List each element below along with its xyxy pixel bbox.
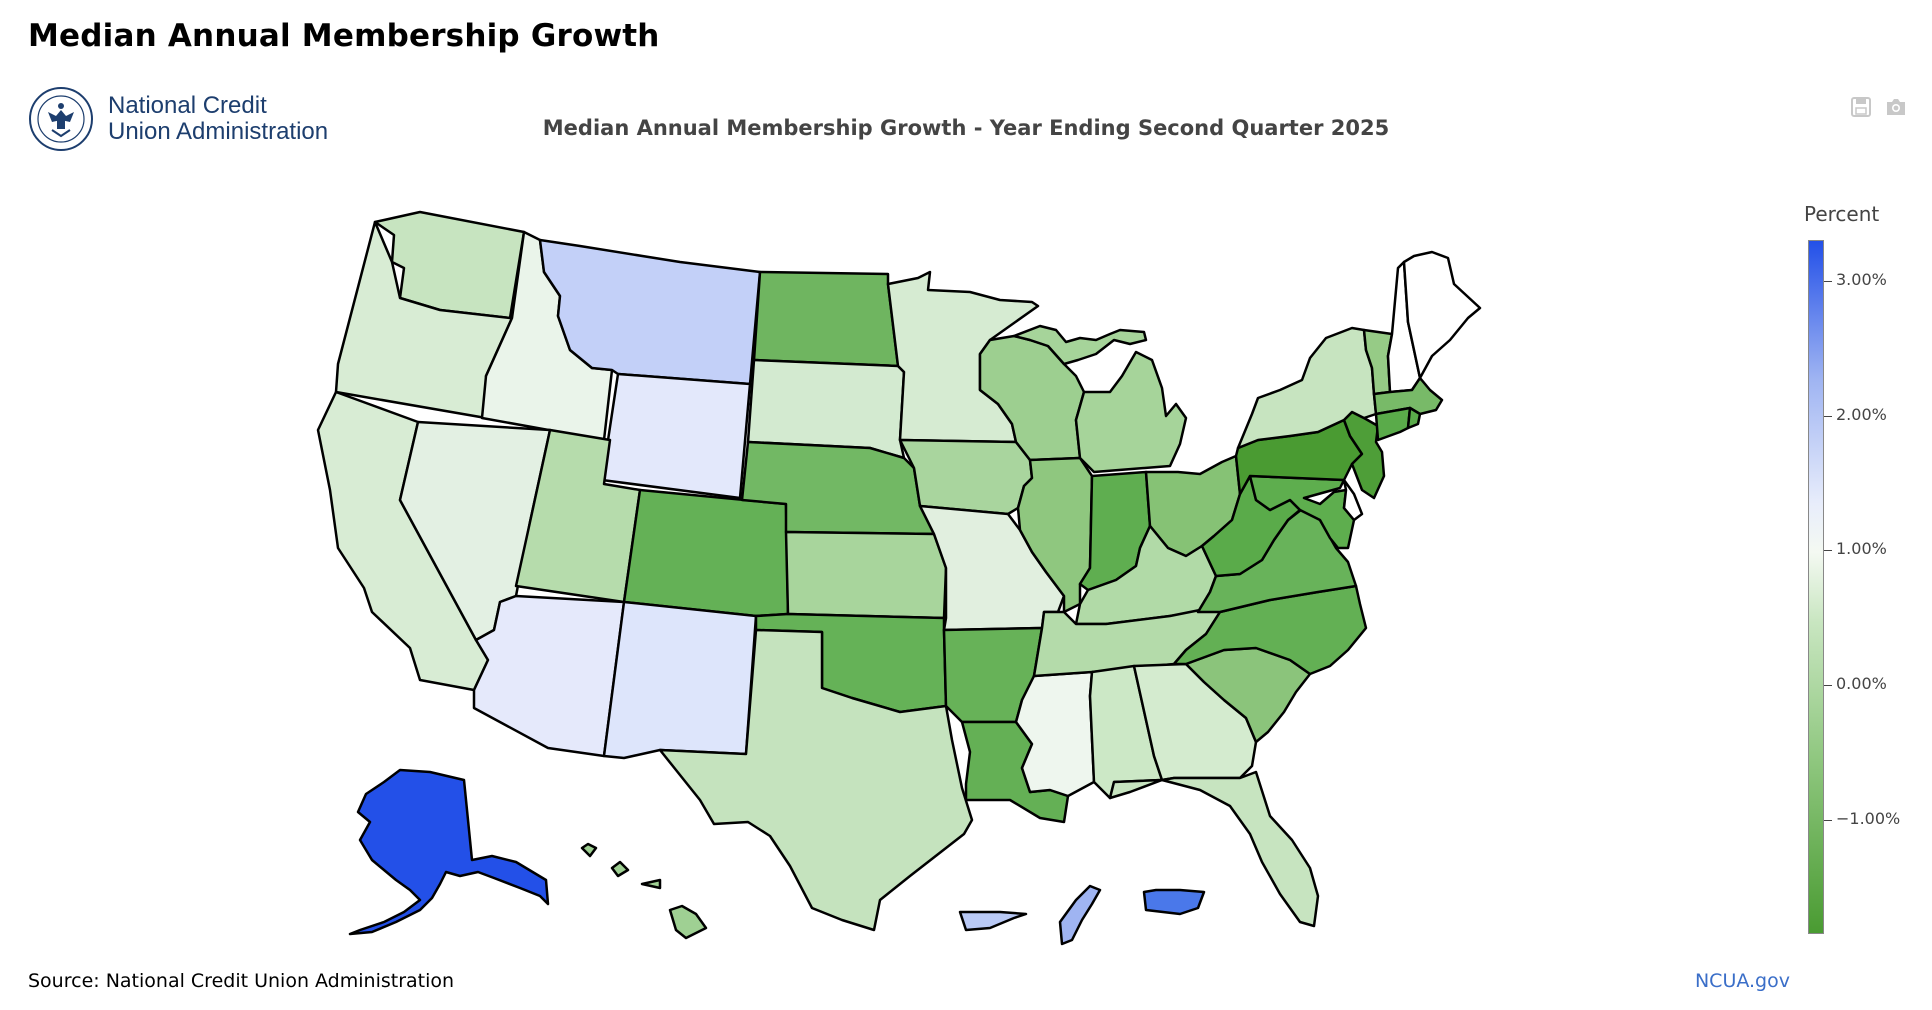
state-ms[interactable] (1014, 670, 1096, 798)
territory-gu[interactable] (1058, 884, 1102, 946)
save-icon[interactable] (1850, 96, 1872, 122)
colorbar-tick (1824, 281, 1832, 282)
state-az[interactable] (472, 594, 626, 758)
colorbar-label: 2.00% (1836, 405, 1887, 424)
state-me[interactable] (1402, 250, 1482, 380)
colorbar-label: 1.00% (1836, 539, 1887, 558)
territory-vi[interactable] (958, 910, 1028, 932)
ncua-logo[interactable]: National Credit Union Administration (28, 86, 328, 152)
logo-line-1: National Credit (108, 92, 267, 119)
colorbar-label: 3.00% (1836, 270, 1887, 289)
state-hi[interactable] (580, 842, 708, 940)
state-md[interactable] (1248, 474, 1356, 550)
colorbar-tick (1824, 550, 1832, 551)
state-tx[interactable] (658, 628, 974, 932)
state-mi-upper[interactable] (1012, 324, 1148, 366)
chart-title: Median Annual Membership Growth - Year E… (542, 116, 1390, 140)
colorbar-tick (1824, 416, 1832, 417)
colorbar-label: 0.00% (1836, 674, 1887, 693)
colorbar-tick (1824, 685, 1832, 686)
colorbar-title: Percent (1804, 202, 1880, 226)
page-title: Median Annual Membership Growth (28, 18, 660, 54)
state-wy[interactable] (600, 372, 752, 500)
colorbar-tick (1824, 820, 1832, 821)
state-ia[interactable] (898, 438, 1034, 516)
state-nm[interactable] (602, 600, 758, 760)
camera-icon[interactable] (1884, 96, 1908, 122)
state-nd[interactable] (752, 270, 900, 368)
ncua-link[interactable]: NCUA.gov (1694, 970, 1790, 992)
state-ak[interactable] (348, 768, 550, 936)
colorbar-label: −1.00% (1836, 809, 1901, 828)
state-ks[interactable] (784, 530, 948, 620)
state-nc[interactable] (1172, 584, 1368, 676)
state-ct[interactable] (1374, 406, 1412, 442)
state-de[interactable] (1342, 478, 1364, 522)
territory-pr[interactable] (1142, 888, 1206, 916)
state-fl[interactable] (1108, 770, 1320, 928)
state-ri[interactable] (1406, 406, 1422, 430)
colorbar (1808, 240, 1824, 934)
state-mi[interactable] (1074, 350, 1188, 474)
ncua-seal-icon (29, 87, 93, 151)
logo-line-2: Union Administration (108, 118, 329, 145)
state-mo[interactable] (918, 504, 1066, 632)
chart-toolbar (1850, 96, 1908, 122)
state-co[interactable] (622, 488, 790, 618)
state-mt[interactable] (538, 238, 762, 386)
source-note: Source: National Credit Union Administra… (28, 970, 455, 992)
